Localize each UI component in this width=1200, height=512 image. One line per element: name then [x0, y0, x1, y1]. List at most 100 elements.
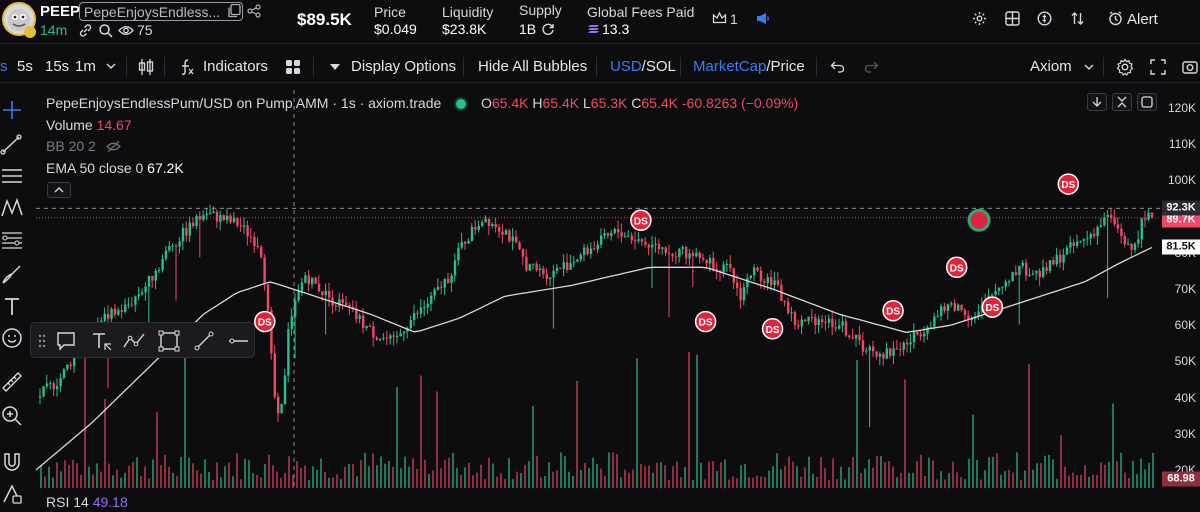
token-avatar[interactable]: [2, 2, 36, 36]
text-icon[interactable]: [0, 294, 24, 318]
candle-body: [317, 283, 321, 292]
maximize-pane-button[interactable]: [1137, 93, 1157, 111]
candle-body: [977, 311, 980, 317]
candle-body: [436, 286, 440, 290]
settings-icon[interactable]: [972, 11, 987, 26]
line-segment-icon[interactable]: [193, 330, 215, 352]
crown-icon[interactable]: [712, 11, 727, 25]
caret-down-icon[interactable]: [330, 64, 340, 71]
ruler-icon[interactable]: [0, 370, 24, 394]
volume-bar: [292, 475, 294, 488]
price-option[interactable]: Price: [770, 58, 805, 75]
volume-bar: [704, 479, 706, 488]
indicators-button[interactable]: Indicators: [203, 58, 269, 75]
volume-bar: [396, 386, 398, 488]
display-options-button[interactable]: Display Options: [351, 58, 457, 75]
lock-drawing-icon[interactable]: [0, 482, 24, 506]
candle-body: [606, 233, 610, 236]
volume-bar: [64, 460, 66, 488]
candle-body: [243, 225, 246, 227]
coin-icon[interactable]: [1037, 11, 1052, 26]
interval-1m[interactable]: 1m: [75, 58, 96, 75]
token-name-field[interactable]: PepeEnjoysEndless...: [79, 2, 243, 21]
undo-icon[interactable]: [830, 60, 845, 74]
candle-body: [630, 235, 633, 241]
chevron-down-icon[interactable]: [1084, 64, 1094, 71]
interval-15s[interactable]: 15s: [45, 58, 70, 75]
volume-bar: [688, 351, 690, 488]
crosshair-icon[interactable]: [0, 98, 24, 122]
chart-settings-icon[interactable]: [1116, 58, 1134, 76]
volume-bar: [364, 452, 366, 488]
candles-icon[interactable]: [138, 58, 154, 76]
interval-1s[interactable]: s: [0, 58, 8, 75]
fib-icon[interactable]: [0, 228, 24, 252]
text-note-icon[interactable]: [91, 330, 113, 352]
volume-bar: [88, 466, 90, 488]
collapse-panes-button[interactable]: [1112, 93, 1132, 111]
candle-body: [552, 270, 555, 278]
volume-bar: [296, 461, 298, 488]
path-icon[interactable]: [123, 330, 145, 352]
chevron-down-icon[interactable]: [106, 63, 116, 70]
mcap-price-toggle[interactable]: MarketCap/Price: [693, 58, 805, 75]
magnet-icon[interactable]: [0, 450, 24, 474]
candle-body: [171, 245, 174, 247]
megaphone-icon[interactable]: [755, 11, 770, 26]
zoom-in-icon[interactable]: [0, 404, 24, 428]
source-selector[interactable]: Axiom: [1030, 58, 1072, 75]
price-axis[interactable]: 120K110K100K90K80K70K60K50K40K30K20K89.7…: [1160, 90, 1200, 488]
marketcap-option[interactable]: MarketCap: [693, 58, 767, 75]
volume-bar: [196, 470, 198, 488]
legend-collapse-button[interactable]: [47, 182, 71, 198]
volume-bar: [484, 479, 486, 488]
volume-bar: [312, 466, 314, 488]
link-icon[interactable]: [78, 23, 93, 38]
price-chart[interactable]: DS DS DS DS DS DS DS DS: [36, 90, 1160, 488]
rsi-value: 49.18: [92, 494, 128, 510]
callout-icon[interactable]: [55, 330, 77, 352]
currency-toggle[interactable]: USD/SOL: [610, 58, 676, 75]
candle-body: [1038, 270, 1041, 277]
volume-bar: [124, 472, 126, 488]
share-icon[interactable]: [247, 4, 261, 18]
volume-bar: [220, 477, 222, 488]
trend-line-icon[interactable]: [0, 132, 24, 156]
layout-grid-icon[interactable]: [285, 59, 301, 75]
screenshot-icon[interactable]: [1182, 59, 1198, 75]
grid-view-icon[interactable]: [1005, 11, 1020, 26]
drag-handle-icon[interactable]: [37, 330, 59, 352]
candle-body: [117, 310, 120, 315]
alarm-clock-icon[interactable]: [1108, 11, 1123, 26]
redo-icon[interactable]: [864, 60, 879, 74]
brush-icon[interactable]: [0, 262, 24, 286]
candle-body: [246, 225, 249, 237]
function-icon[interactable]: [178, 58, 196, 76]
horizontal-ray-icon[interactable]: [227, 330, 249, 352]
hide-bubbles-button[interactable]: Hide All Bubbles: [478, 58, 588, 75]
volume-bar: [288, 456, 290, 488]
volume-bar: [1020, 479, 1022, 488]
pattern-icon[interactable]: [0, 196, 24, 220]
emoji-icon[interactable]: [0, 326, 24, 350]
scroll-down-button[interactable]: [1087, 93, 1107, 111]
volume-bar: [480, 464, 482, 488]
currency-usd[interactable]: USD: [610, 58, 642, 75]
interval-5s[interactable]: 5s: [17, 58, 33, 75]
candle-body: [1137, 239, 1140, 244]
search-icon[interactable]: [98, 23, 113, 38]
swap-arrows-icon[interactable]: [1070, 11, 1085, 26]
currency-sol[interactable]: SOL: [645, 58, 676, 75]
candle-body: [991, 294, 994, 296]
candle-body: [59, 378, 62, 387]
token-symbol: PEEP: [40, 3, 81, 20]
copy-icon[interactable]: [228, 4, 241, 18]
volume-bar: [604, 475, 606, 488]
fullscreen-icon[interactable]: [1150, 59, 1166, 75]
horizontal-lines-icon[interactable]: [0, 164, 24, 188]
alert-button[interactable]: Alert: [1127, 11, 1158, 28]
eye-hidden-icon[interactable]: [105, 140, 121, 153]
rectangle-icon[interactable]: [158, 330, 180, 352]
candle-body: [878, 353, 882, 357]
candle-body: [328, 290, 331, 298]
